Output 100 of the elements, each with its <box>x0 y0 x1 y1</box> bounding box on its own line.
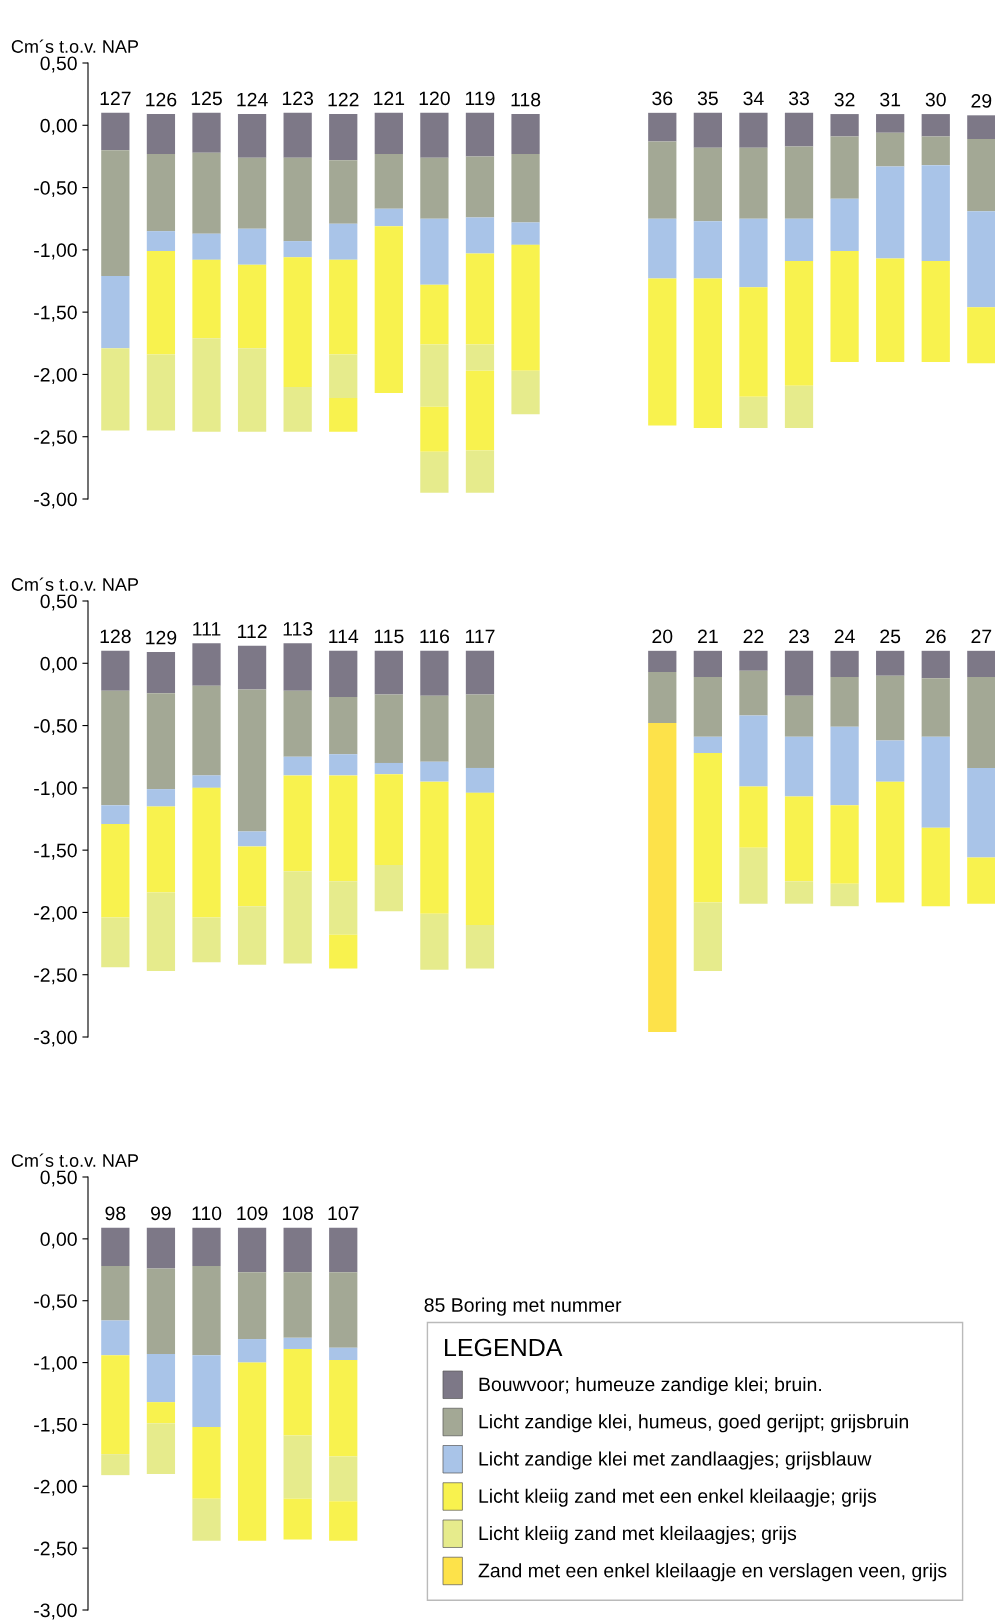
bar <box>784 881 814 904</box>
x-tick-label: 129 <box>146 630 177 645</box>
legend-label: Zand met een enkel kleilaagje en verslagen veen, grijs <box>478 1563 947 1582</box>
bar <box>420 344 449 407</box>
bar <box>830 198 859 252</box>
bar <box>192 152 221 234</box>
bar <box>146 1423 176 1474</box>
x-tick-label: 22 <box>743 629 764 644</box>
bar <box>283 775 312 872</box>
y-tick-label: 0,00 <box>40 118 77 135</box>
bar <box>830 650 859 677</box>
bar <box>967 211 995 308</box>
bar <box>329 1456 358 1502</box>
x-tick-label: 98 <box>105 1206 126 1221</box>
bar <box>101 150 130 277</box>
x-tick-label: 34 <box>743 91 764 106</box>
bar <box>146 1402 176 1424</box>
bar <box>921 136 950 166</box>
y-axis-title: Cm´s t.o.v. NAP <box>11 577 139 591</box>
bar <box>283 871 312 964</box>
bar <box>283 1498 312 1540</box>
x-tick-label: 117 <box>465 629 495 644</box>
bar <box>374 650 403 695</box>
y-tick-label: 0,50 <box>40 56 77 73</box>
bar <box>648 218 677 279</box>
bar <box>739 396 768 428</box>
bar <box>420 406 449 452</box>
bar <box>876 781 905 903</box>
bar <box>101 1227 130 1267</box>
x-tick-label: 31 <box>880 92 901 107</box>
bar <box>876 258 905 362</box>
x-tick-label: 26 <box>925 629 946 644</box>
x-tick-label: 116 <box>420 629 450 644</box>
bar <box>921 650 950 679</box>
bar <box>967 138 995 212</box>
y-tick-label: -1,50 <box>34 1417 77 1434</box>
bar <box>921 736 950 828</box>
bar <box>465 792 495 925</box>
bar <box>739 218 768 288</box>
bar <box>465 112 495 157</box>
bar <box>784 736 814 797</box>
y-axis-title: Cm´s t.o.v. NAP <box>11 1153 139 1167</box>
bar <box>283 157 312 242</box>
bar <box>101 805 130 824</box>
bar <box>967 767 995 858</box>
bar <box>648 723 677 1033</box>
x-tick-label: 109 <box>237 1206 268 1221</box>
y-tick-label: -0,50 <box>34 719 77 736</box>
bar <box>192 233 221 260</box>
bar <box>146 789 176 807</box>
bar <box>374 208 403 227</box>
x-tick-label: 120 <box>419 91 450 106</box>
x-tick-label: 118 <box>511 92 541 107</box>
x-tick-label: 119 <box>465 91 495 106</box>
y-tick-label: -1,00 <box>34 243 77 260</box>
text: 85 Boring met nummer <box>424 1297 622 1316</box>
bar <box>192 112 221 153</box>
y-tick-label: 0,50 <box>40 1170 77 1187</box>
bar <box>511 370 540 415</box>
bar <box>784 796 814 882</box>
y-tick-label: -1,50 <box>34 305 77 322</box>
bar <box>784 261 814 386</box>
bar <box>967 115 995 139</box>
bar <box>237 264 267 349</box>
bar <box>237 689 267 832</box>
y-tick-label: 0,00 <box>40 656 77 673</box>
legend-title: LEGENDA <box>445 1338 563 1357</box>
bar <box>146 354 176 431</box>
bar <box>876 740 905 782</box>
x-tick-label: 20 <box>652 629 673 644</box>
x-tick-label: 29 <box>971 93 992 108</box>
bar <box>329 881 358 935</box>
bar <box>876 132 905 167</box>
x-tick-label: 36 <box>652 91 673 106</box>
y-tick-label: -2,50 <box>34 1541 77 1558</box>
x-tick-label: 111 <box>193 622 221 636</box>
bar <box>374 694 403 763</box>
bar <box>420 695 449 762</box>
bar <box>192 1266 221 1356</box>
bar <box>237 348 267 432</box>
bar <box>101 823 130 918</box>
bar <box>237 114 267 158</box>
bar <box>329 223 358 260</box>
bar <box>237 1227 267 1273</box>
y-tick-label: 0,50 <box>40 594 77 611</box>
bar <box>830 805 859 884</box>
bar <box>465 450 495 493</box>
x-tick-label: 23 <box>789 629 809 644</box>
bar <box>146 806 176 893</box>
bar <box>693 676 722 737</box>
bar <box>329 114 358 161</box>
bar <box>465 924 495 969</box>
bar <box>876 675 905 741</box>
bar <box>693 902 722 971</box>
bar <box>784 385 814 428</box>
bar <box>374 762 403 775</box>
x-tick-label: 32 <box>834 92 855 107</box>
y-tick-label: -2,00 <box>34 905 77 922</box>
bar <box>146 153 176 232</box>
bar <box>693 736 722 753</box>
